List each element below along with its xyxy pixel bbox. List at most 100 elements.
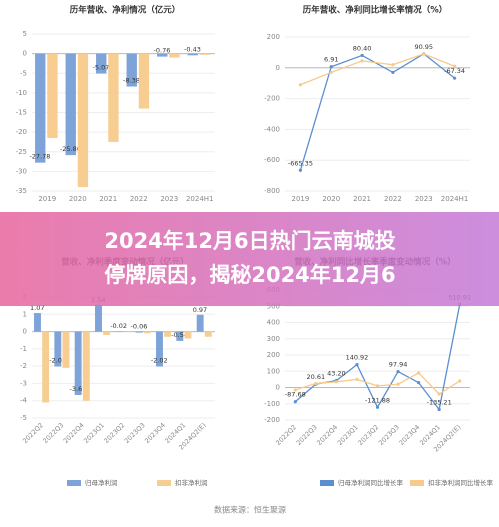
x-tick-label: 2023Q3: [123, 421, 147, 445]
bar: [197, 315, 204, 332]
bar: [164, 332, 171, 337]
y-tick-label: 0: [276, 384, 280, 392]
y-tick-label: -25: [16, 148, 27, 156]
point: [330, 71, 333, 74]
y-tick-label: 0: [23, 328, 27, 336]
point: [335, 380, 338, 383]
point: [453, 77, 456, 80]
bar: [42, 332, 49, 403]
x-tick-label: 2024H1: [441, 195, 469, 203]
bar: [66, 54, 76, 156]
footer: 数据来源：恒生聚源: [214, 505, 286, 515]
legend-swatch: [320, 480, 334, 486]
x-tick-label: 2023Q3: [377, 423, 401, 447]
data-label: -665.35: [288, 159, 313, 167]
point: [299, 83, 302, 86]
point: [438, 392, 441, 395]
x-tick-label: 2021: [99, 195, 117, 203]
point: [396, 370, 399, 373]
legend-swatch: [410, 480, 424, 486]
point: [355, 378, 358, 381]
bar: [63, 332, 70, 368]
y-tick-label: 100: [267, 367, 280, 375]
y-tick-label: -2: [20, 362, 27, 370]
bar: [169, 54, 179, 58]
point: [422, 52, 425, 55]
chart-title: 历年营收、净利同比增长率情况（%）: [303, 5, 448, 16]
y-tick-label: -100: [264, 400, 280, 408]
data-label: -67.34: [444, 67, 465, 75]
data-label: -0.43: [184, 45, 201, 53]
point: [391, 63, 394, 66]
y-tick-label: -400: [264, 125, 280, 133]
y-tick-label: -4: [20, 397, 28, 405]
data-label: 90.95: [414, 43, 433, 51]
x-tick-label: 2022Q4: [62, 421, 86, 445]
point: [458, 379, 461, 382]
banner-line: 停牌原因，揭秘2024年12月6: [104, 263, 395, 287]
x-tick-label: 2023Q4: [143, 421, 167, 445]
bar: [144, 332, 151, 334]
point: [299, 169, 302, 172]
data-label: -135.21: [427, 398, 452, 406]
bar: [139, 54, 149, 109]
bar: [185, 332, 192, 339]
y-tick-label: -5: [20, 69, 27, 77]
banner-line: 2024年12月6日热门云南城投: [104, 229, 395, 253]
y-tick-label: -1: [20, 345, 27, 353]
point: [355, 363, 358, 366]
bar: [200, 54, 210, 55]
y-tick-label: -3: [20, 379, 27, 387]
y-tick-label: -10: [16, 89, 27, 97]
y-tick-label: 1: [23, 310, 27, 318]
x-tick-label: 2022Q3: [295, 423, 319, 447]
point: [294, 388, 297, 391]
bar: [35, 54, 45, 163]
legend-swatch: [67, 480, 81, 486]
data-label: -8.38: [123, 77, 140, 85]
y-tick-label: 200: [267, 351, 280, 359]
data-label: 0.97: [193, 306, 207, 314]
y-tick-label: 0: [276, 64, 280, 72]
bar: [83, 332, 90, 401]
bar: [78, 54, 88, 187]
data-label: -87.68: [285, 391, 306, 399]
y-tick-label: -200: [264, 416, 280, 424]
legend-label: 扣非净利润: [175, 478, 208, 487]
point: [294, 400, 297, 403]
x-tick-label: 2019: [38, 195, 56, 203]
bar: [34, 313, 41, 331]
y-tick-label: 5: [23, 30, 27, 38]
y-tick-label: -200: [264, 95, 280, 103]
banner: [0, 212, 499, 306]
x-tick-label: 2020: [69, 195, 87, 203]
bar: [108, 54, 118, 142]
point: [376, 384, 379, 387]
legend-swatch: [157, 480, 171, 486]
y-tick-label: 200: [267, 33, 280, 41]
data-label: 6.91: [324, 56, 338, 64]
bar: [205, 332, 212, 337]
line: [295, 304, 459, 409]
point: [438, 408, 441, 411]
y-tick-label: -30: [16, 167, 27, 175]
y-tick-label: 400: [267, 319, 280, 327]
x-tick-label: 2023Q2: [356, 423, 380, 447]
bar: [103, 332, 110, 335]
data-label: -2.02: [151, 356, 168, 364]
data-label: 20.61: [307, 373, 326, 381]
x-tick-label: 2019: [292, 195, 310, 203]
x-tick-label: 2021: [353, 195, 371, 203]
x-tick-label: 2023Q4: [398, 423, 422, 447]
point: [330, 65, 333, 68]
y-tick-label: -600: [264, 156, 280, 164]
x-tick-label: 2023: [415, 195, 433, 203]
legend-label: 归母净利润: [85, 478, 118, 487]
bar: [95, 305, 102, 332]
x-tick-label: 2022: [384, 195, 402, 203]
x-tick-label: 2022Q4: [315, 423, 339, 447]
point: [417, 381, 420, 384]
point: [376, 406, 379, 409]
data-label: -121.88: [365, 396, 390, 404]
y-tick-label: -15: [16, 109, 27, 117]
